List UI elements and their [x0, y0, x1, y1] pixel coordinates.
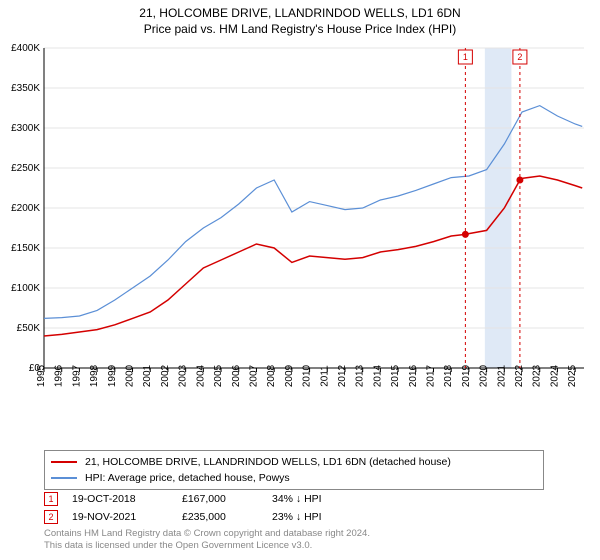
marker-1-price: £167,000: [182, 490, 272, 508]
chart-container: 21, HOLCOMBE DRIVE, LLANDRINDOD WELLS, L…: [0, 0, 600, 560]
svg-text:£400K: £400K: [11, 43, 40, 54]
marker-2-date: 19-NOV-2021: [72, 508, 182, 526]
legend-swatch-property: [51, 461, 77, 463]
footer-line1: Contains HM Land Registry data © Crown c…: [44, 528, 370, 540]
svg-text:£200K: £200K: [11, 203, 40, 214]
svg-text:2: 2: [517, 52, 522, 62]
svg-text:£350K: £350K: [11, 83, 40, 94]
marker-2-pct: 23% ↓ HPI: [272, 508, 362, 526]
footer-line2: This data is licensed under the Open Gov…: [44, 540, 370, 552]
chart-area: £0£50K£100K£150K£200K£250K£300K£350K£400…: [44, 48, 584, 408]
title-address: 21, HOLCOMBE DRIVE, LLANDRINDOD WELLS, L…: [0, 6, 600, 20]
title-block: 21, HOLCOMBE DRIVE, LLANDRINDOD WELLS, L…: [0, 0, 600, 36]
legend-row-hpi: HPI: Average price, detached house, Powy…: [51, 470, 537, 486]
svg-text:£250K: £250K: [11, 163, 40, 174]
marker-1-pct: 34% ↓ HPI: [272, 490, 362, 508]
legend-label-hpi: HPI: Average price, detached house, Powy…: [85, 470, 290, 486]
marker-box-1: 1: [44, 492, 58, 506]
legend-row-property: 21, HOLCOMBE DRIVE, LLANDRINDOD WELLS, L…: [51, 454, 537, 470]
marker-row-2: 2 19-NOV-2021 £235,000 23% ↓ HPI: [44, 508, 362, 526]
marker-row-1: 1 19-OCT-2018 £167,000 34% ↓ HPI: [44, 490, 362, 508]
svg-text:£50K: £50K: [17, 323, 41, 334]
legend-swatch-hpi: [51, 477, 77, 479]
marker-box-2: 2: [44, 510, 58, 524]
title-subtitle: Price paid vs. HM Land Registry's House …: [0, 22, 600, 36]
svg-text:1: 1: [463, 52, 468, 62]
svg-text:£300K: £300K: [11, 123, 40, 134]
svg-text:£150K: £150K: [11, 243, 40, 254]
legend-box: 21, HOLCOMBE DRIVE, LLANDRINDOD WELLS, L…: [44, 450, 544, 490]
footer: Contains HM Land Registry data © Crown c…: [44, 528, 370, 552]
legend-label-property: 21, HOLCOMBE DRIVE, LLANDRINDOD WELLS, L…: [85, 454, 451, 470]
marker-1-date: 19-OCT-2018: [72, 490, 182, 508]
marker-table: 1 19-OCT-2018 £167,000 34% ↓ HPI 2 19-NO…: [44, 490, 362, 526]
marker-2-price: £235,000: [182, 508, 272, 526]
svg-text:£100K: £100K: [11, 283, 40, 294]
chart-svg: £0£50K£100K£150K£200K£250K£300K£350K£400…: [44, 48, 584, 408]
